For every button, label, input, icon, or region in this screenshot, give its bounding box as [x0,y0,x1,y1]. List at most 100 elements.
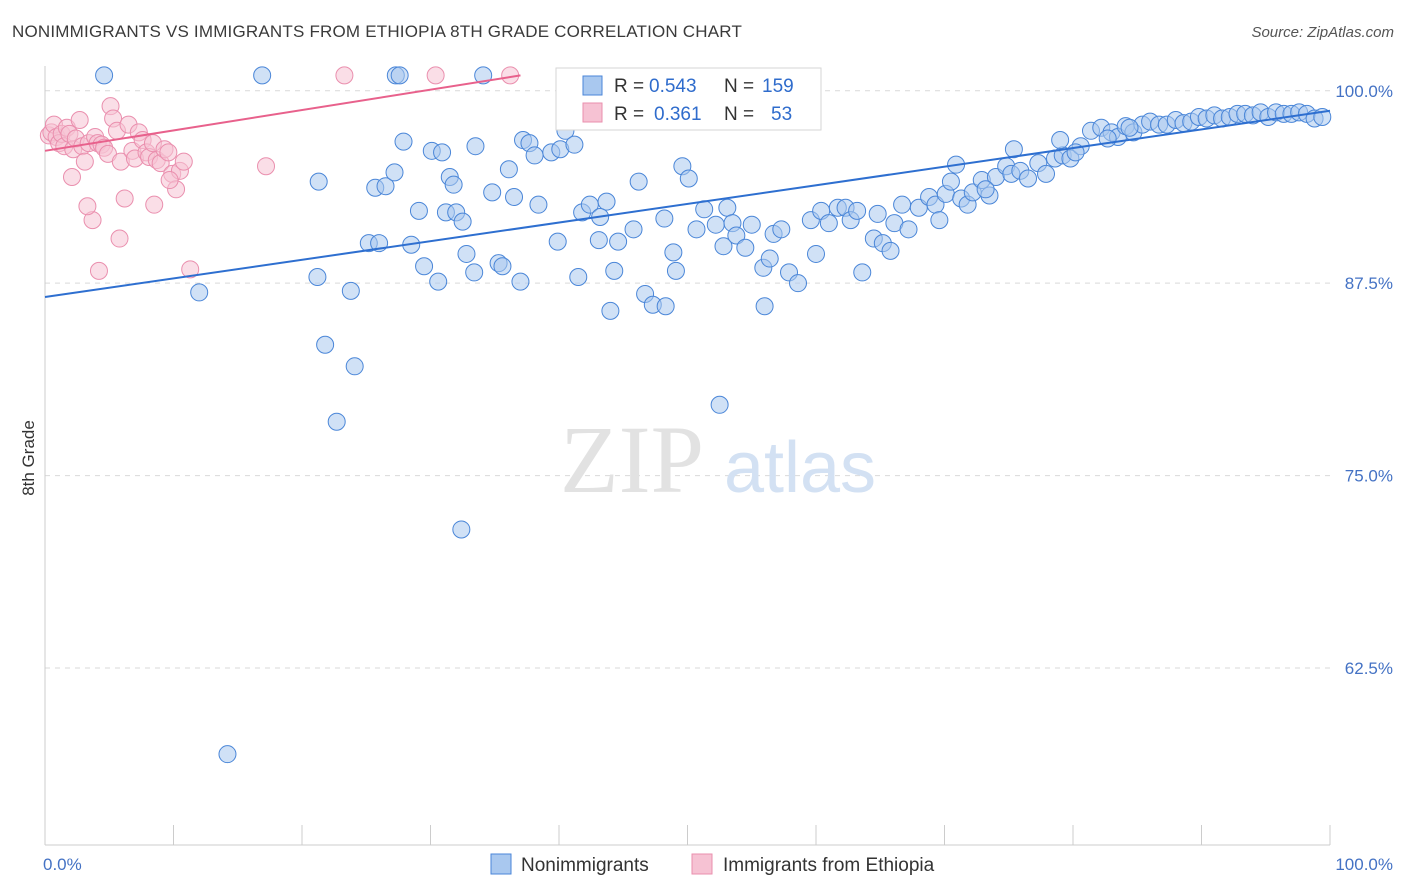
point-nonimmigrants-39 [529,195,548,214]
point-nonimmigrants-78 [819,214,838,233]
point-nonimmigrants-11 [341,281,360,300]
bottom-legend-nonimmigrants: Nonimmigrants [521,855,649,876]
point-nonimmigrants-155 [1004,140,1023,159]
point-ethiopia-48 [181,260,200,279]
tick-labels: 100.0% 87.5% 75.0% 62.5% 0.0% 100.0% [43,82,1393,874]
point-nonimmigrants-142 [444,175,463,194]
point-nonimmigrants-64 [718,198,737,217]
point-nonimmigrants-8 [308,268,327,287]
trend-line-ethiopia [44,74,521,152]
x-tick-label-0: 0.0% [43,855,82,874]
point-nonimmigrants-74 [789,274,808,293]
y-tick-label-1: 87.5% [1345,274,1393,293]
legend-r-value-1: 0.543 [649,76,697,97]
source-label: Source: ZipAtlas.com [1251,24,1394,41]
legend-n-label-1: N = [724,76,754,97]
series-immigrants-ethiopia [39,66,520,280]
point-ethiopia-11 [70,111,89,130]
y-tick-label-3: 62.5% [1345,659,1393,678]
trend-line-nonimmigrants [44,109,1331,299]
legend-n-value-1: 159 [762,76,794,97]
point-ethiopia-46 [145,195,164,214]
point-nonimmigrants-159 [1120,118,1139,137]
point-nonimmigrants-28 [453,212,472,231]
point-nonimmigrants-67 [736,238,755,257]
point-nonimmigrants-29 [457,244,476,263]
point-nonimmigrants-72 [772,220,791,239]
point-ethiopia-42 [62,167,81,186]
point-nonimmigrants-16 [376,177,395,196]
point-nonimmigrants-6 [218,745,237,764]
bottom-legend-blue-swatch [490,853,512,875]
point-nonimmigrants-30 [465,263,484,282]
point-nonimmigrants-55 [655,209,674,228]
y-tick-label-2: 75.0% [1345,467,1393,486]
point-nonimmigrants-51 [624,220,643,239]
point-nonimmigrants-63 [714,237,733,256]
point-nonimmigrants-56 [664,243,683,262]
y-tick-label-0: 100.0% [1335,82,1393,101]
point-nonimmigrants-24 [433,143,452,162]
legend-n-label-2: N = [724,104,754,125]
point-nonimmigrants-95 [941,172,960,191]
point-nonimmigrants-146 [601,301,620,320]
point-nonimmigrants-17 [385,163,404,182]
legend-r-label-1: R = [614,76,644,97]
point-nonimmigrants-149 [755,297,774,316]
point-ethiopia-43 [78,197,97,216]
legend-box: R = 0.543 N = 159 R = 0.361 N = 53 [555,67,822,131]
point-nonimmigrants-35 [505,187,524,206]
point-nonimmigrants-143 [466,137,485,156]
point-nonimmigrants-50 [609,232,628,251]
point-nonimmigrants-70 [760,249,779,268]
point-nonimmigrants-52 [629,172,648,191]
point-nonimmigrants-148 [452,520,471,539]
point-nonimmigrants-83 [853,263,872,282]
point-nonimmigrants-154 [976,180,995,199]
point-ethiopia-45 [110,229,129,248]
series-nonimmigrants [95,66,1332,764]
point-nonimmigrants-10 [327,412,346,431]
point-nonimmigrants-12 [345,357,364,376]
bottom-legend: Nonimmigrants Immigrants from Ethiopia [490,853,935,876]
point-nonimmigrants-49 [605,261,624,280]
point-nonimmigrants-66 [727,226,746,245]
point-ethiopia-47 [160,171,179,190]
bottom-legend-ethiopia: Immigrants from Ethiopia [723,855,935,876]
point-nonimmigrants-0 [95,66,114,85]
legend-r-label-2: R = [614,104,644,125]
point-ethiopia-49 [257,157,276,176]
point-nonimmigrants-105 [1019,169,1038,188]
point-nonimmigrants-57 [666,261,685,280]
point-nonimmigrants-86 [881,241,900,260]
point-nonimmigrants-89 [899,220,918,239]
point-ethiopia-50 [335,66,354,85]
legend-n-value-2: 53 [771,104,792,125]
point-nonimmigrants-82 [848,201,867,220]
point-nonimmigrants-3 [390,66,409,85]
y-axis-title: 8th Grade [19,420,38,496]
point-nonimmigrants-156 [1051,131,1070,150]
point-ethiopia-41 [174,152,193,171]
point-nonimmigrants-23 [429,272,448,291]
point-nonimmigrants-152 [868,204,887,223]
watermark-zip: ZIP [560,406,704,513]
axes [44,66,1331,846]
point-nonimmigrants-76 [807,244,825,263]
watermark-atlas: atlas [724,428,876,508]
point-nonimmigrants-45 [569,268,588,287]
point-nonimmigrants-34 [499,160,518,179]
point-nonimmigrants-20 [409,201,428,220]
point-nonimmigrants-7 [309,172,328,191]
point-nonimmigrants-5 [190,283,209,302]
trend-lines [44,74,1331,299]
point-nonimmigrants-145 [548,232,567,251]
point-nonimmigrants-33 [493,257,512,276]
point-nonimmigrants-47 [589,231,608,250]
point-nonimmigrants-59 [679,169,698,188]
point-nonimmigrants-21 [415,257,434,276]
point-nonimmigrants-68 [742,215,761,234]
bottom-legend-pink-swatch [691,853,713,875]
point-ethiopia-51 [426,66,445,85]
